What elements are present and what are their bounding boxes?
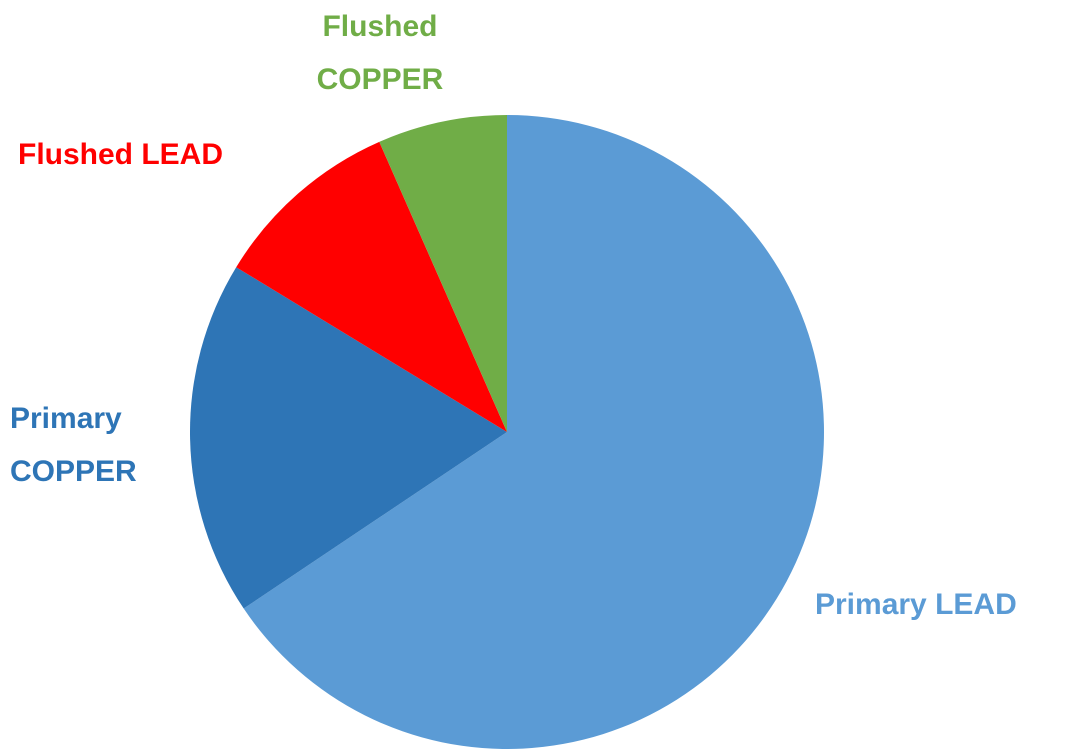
pie-slice [379,115,507,432]
slice-label: Primary COPPER [10,402,137,488]
slice-label: Primary LEAD [815,588,1017,621]
pie-slice [243,115,825,750]
pie-slice [236,141,507,433]
slice-label: Flushed LEAD [18,138,224,171]
pie-slice [190,267,507,609]
slice-label: Flushed COPPER [316,10,444,96]
